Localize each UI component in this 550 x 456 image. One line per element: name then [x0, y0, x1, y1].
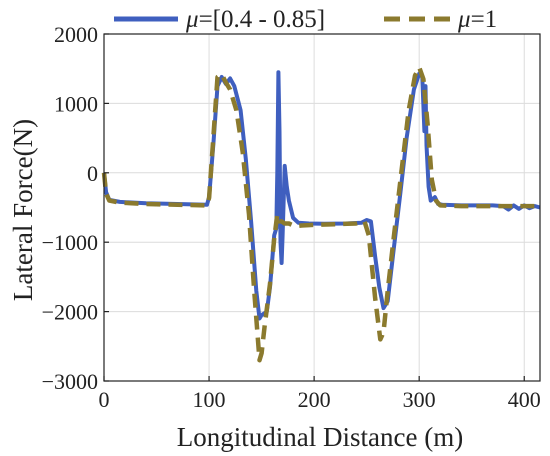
legend-mu-2: μ [457, 6, 471, 33]
legend: μ=[0.4 - 0.85] μ=1 [114, 6, 497, 33]
y-tick-label: 2000 [54, 22, 98, 47]
y-tick-label: −2000 [42, 300, 98, 325]
legend-value-1: =[0.4 - 0.85] [199, 6, 326, 33]
series-line-1 [102, 70, 541, 321]
x-tick-label: 400 [508, 387, 541, 412]
y-tick-label: 0 [87, 161, 98, 186]
legend-label-series-1: μ=[0.4 - 0.85] [185, 6, 325, 33]
legend-mu-1: μ [185, 6, 199, 33]
plot-frame [103, 33, 541, 382]
grid [103, 33, 540, 382]
tick-labels: 0 100 200 300 400 2000 1000 0 −1000 −2000 −3000 [42, 22, 541, 412]
axes-frame [103, 33, 541, 382]
x-tick-label: 200 [298, 387, 331, 412]
x-tick-label: 300 [403, 387, 436, 412]
x-tick-label: 0 [99, 387, 110, 412]
x-tick-label: 100 [193, 387, 226, 412]
y-tick-label: 1000 [54, 91, 98, 116]
legend-value-2: =1 [471, 6, 498, 33]
y-tick-label: −1000 [42, 230, 98, 255]
x-axis-label: Longitudinal Distance (m) [177, 422, 463, 452]
series-layer [101, 65, 541, 363]
legend-label-series-2: μ=1 [457, 6, 497, 33]
series-line-2 [101, 65, 540, 363]
y-tick-label: −3000 [42, 369, 98, 394]
y-axis-label: Lateral Force(N) [8, 119, 38, 301]
